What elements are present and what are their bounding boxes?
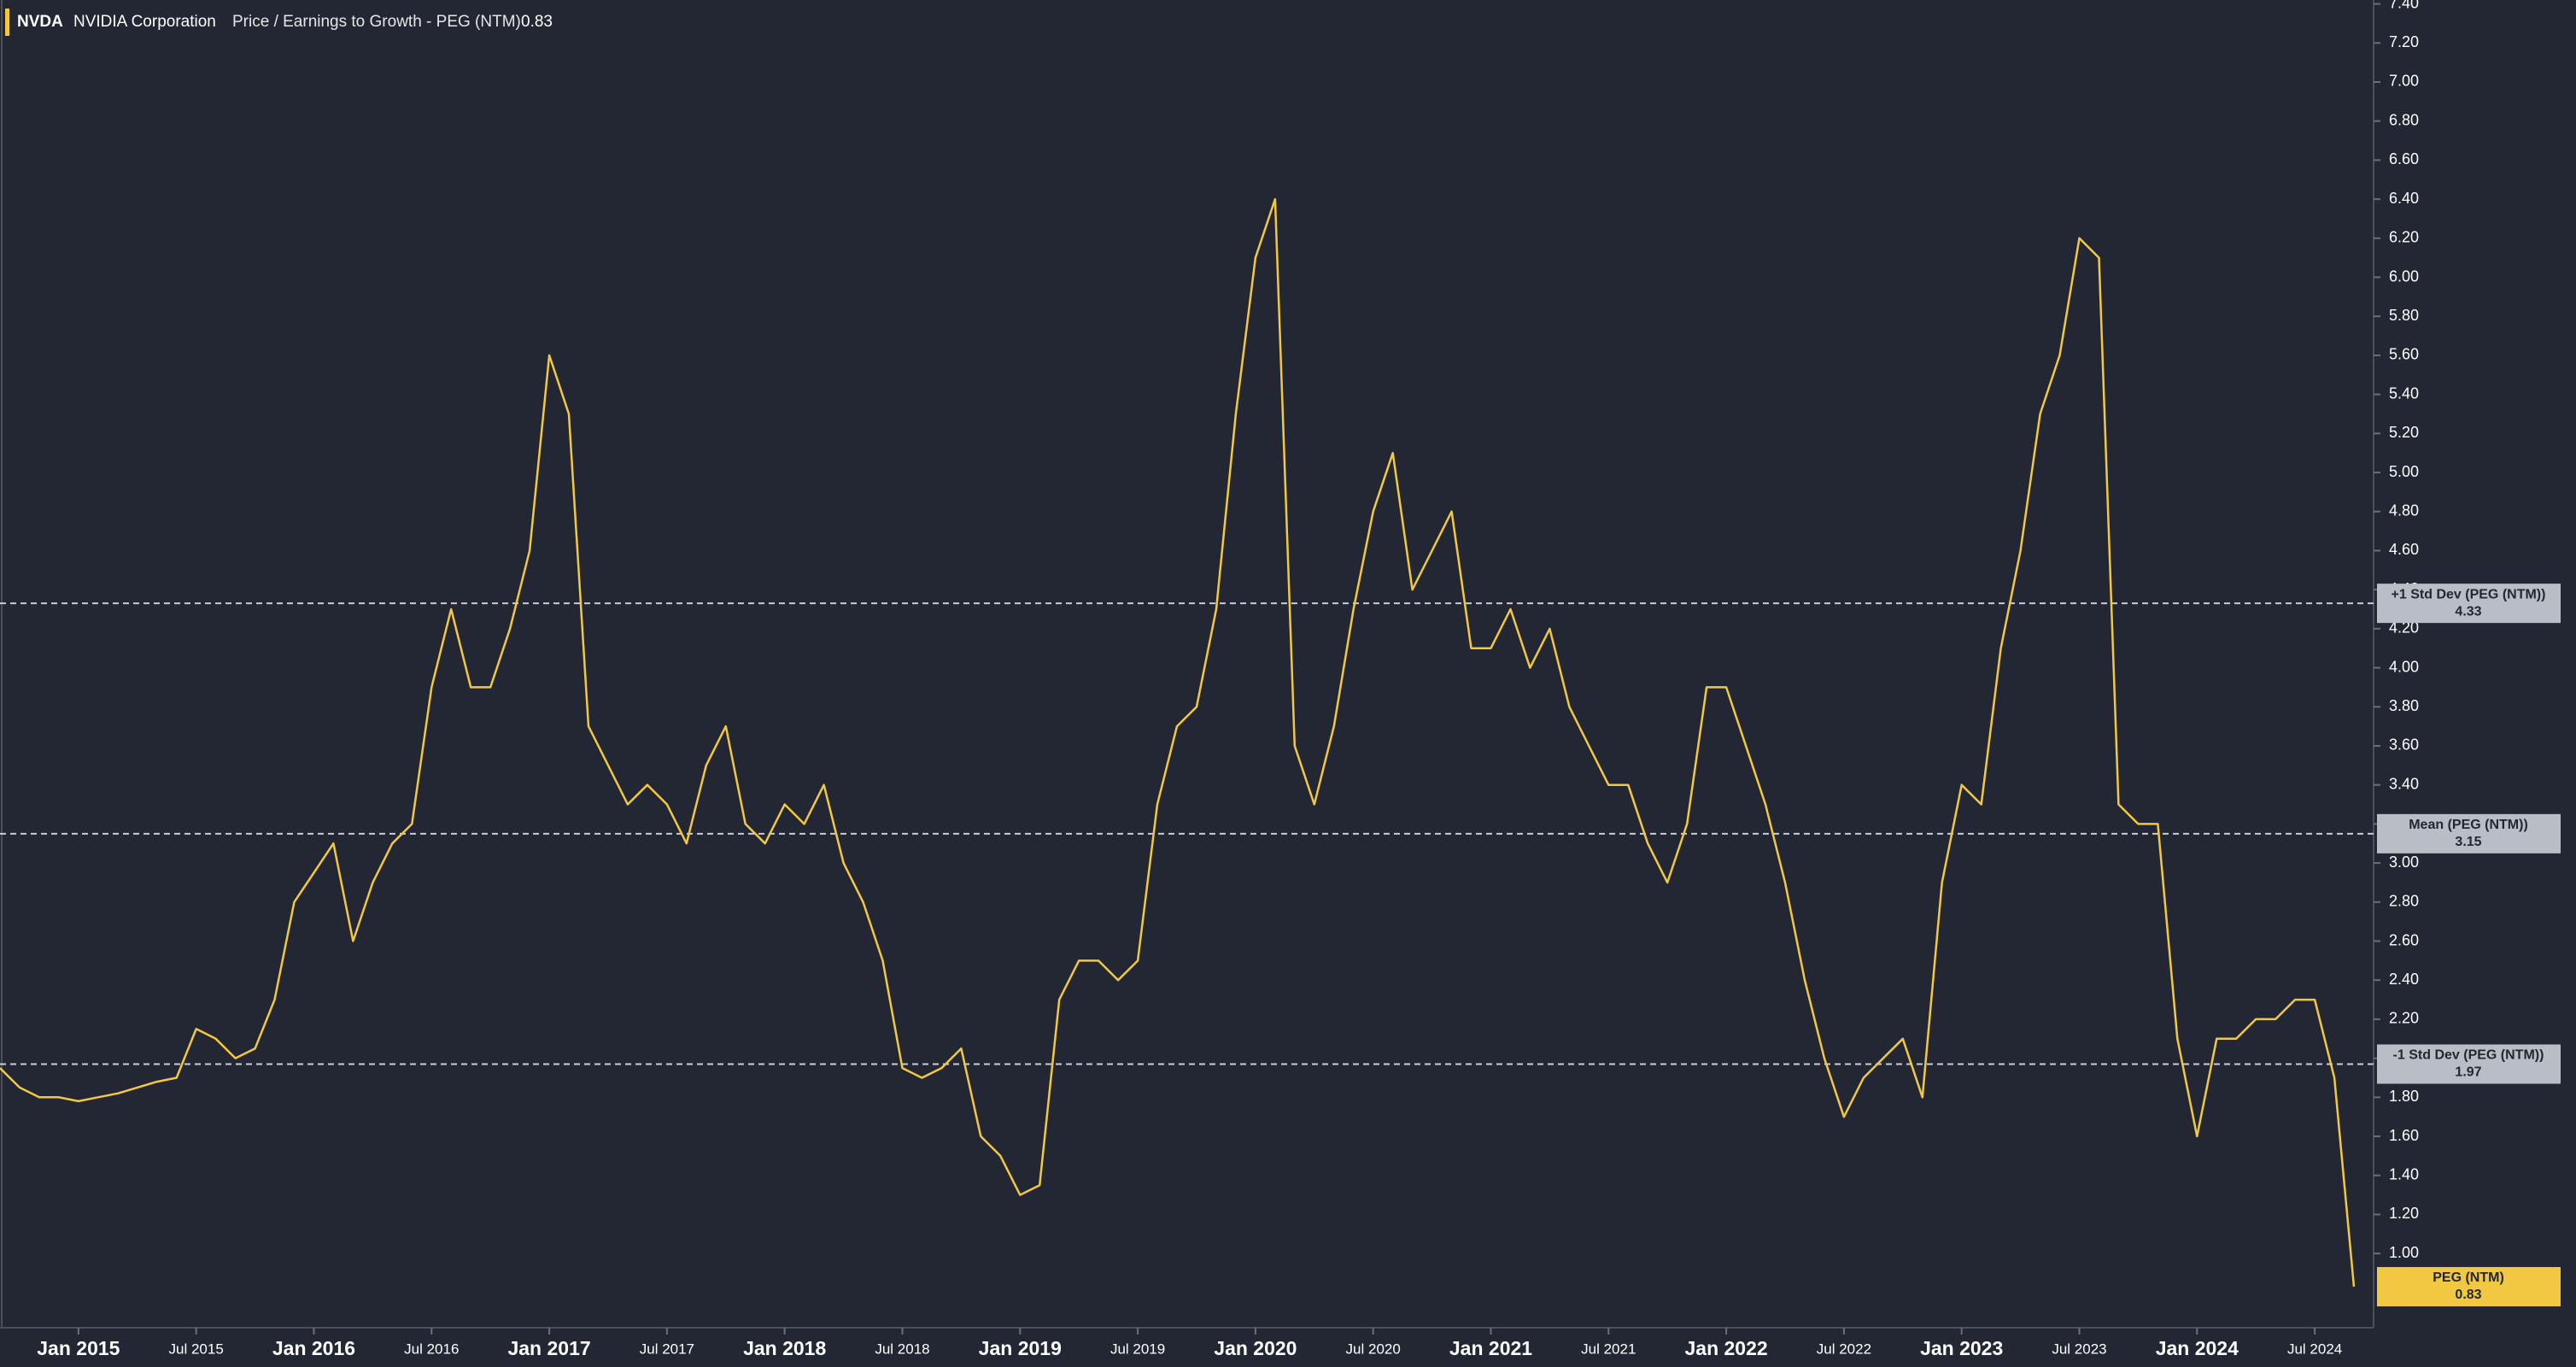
reference-value: 3.15 <box>2455 835 2481 849</box>
x-tick-label: Jul 2020 <box>1346 1341 1401 1357</box>
last-value-name: PEG (NTM) <box>2433 1270 2504 1285</box>
y-tick-label: 5.60 <box>2389 346 2419 363</box>
last-value-box <box>2377 1267 2561 1307</box>
x-tick-label: Jul 2016 <box>404 1341 459 1357</box>
reference-label-box <box>2377 584 2561 624</box>
y-tick-label: 1.40 <box>2389 1165 2419 1182</box>
x-tick-label: Jul 2015 <box>169 1341 224 1357</box>
y-tick-label: 7.40 <box>2389 0 2419 11</box>
y-tick-label: 5.00 <box>2389 463 2419 480</box>
x-tick-label: Jan 2015 <box>37 1337 120 1359</box>
x-tick-label: Jul 2021 <box>1581 1341 1636 1357</box>
last-value: 0.83 <box>2455 1288 2481 1302</box>
company: NVIDIA Corporation <box>73 13 216 31</box>
x-tick-label: Jul 2018 <box>875 1341 929 1357</box>
x-tick-label: Jan 2023 <box>1920 1337 2003 1359</box>
y-tick-label: 4.00 <box>2389 658 2419 675</box>
y-tick-label: 4.60 <box>2389 541 2419 558</box>
reference-label-box <box>2377 813 2561 854</box>
y-tick-label: 2.60 <box>2389 931 2419 948</box>
reference-value: 1.97 <box>2455 1065 2481 1080</box>
reference-label: -1 Std Dev (PEG (NTM)) <box>2393 1048 2544 1063</box>
y-tick-label: 2.80 <box>2389 893 2419 910</box>
reference-label: +1 Std Dev (PEG (NTM)) <box>2392 587 2546 601</box>
x-tick-label: Jul 2019 <box>1110 1341 1165 1357</box>
y-tick-label: 1.00 <box>2389 1244 2419 1261</box>
ticker: NVDA <box>17 13 63 31</box>
y-tick-label: 4.80 <box>2389 502 2419 519</box>
y-tick-label: 7.20 <box>2389 33 2419 50</box>
x-tick-label: Jul 2023 <box>2052 1341 2106 1357</box>
x-tick-label: Jan 2016 <box>272 1337 355 1359</box>
y-tick-label: 3.40 <box>2389 775 2419 792</box>
y-tick-label: 5.40 <box>2389 384 2419 402</box>
y-tick-label: 5.80 <box>2389 307 2419 324</box>
y-tick-label: 3.00 <box>2389 854 2419 871</box>
y-tick-label: 1.60 <box>2389 1127 2419 1144</box>
reference-label: Mean (PEG (NTM)) <box>2409 818 2528 832</box>
y-tick-label: 6.40 <box>2389 190 2419 207</box>
y-tick-label: 4.20 <box>2389 619 2419 637</box>
y-tick-label: 1.20 <box>2389 1205 2419 1222</box>
y-tick-label: 6.60 <box>2389 150 2419 167</box>
x-tick-label: Jan 2021 <box>1449 1337 1532 1359</box>
x-tick-label: Jul 2022 <box>1817 1341 1871 1357</box>
y-tick-label: 5.20 <box>2389 424 2419 441</box>
x-tick-label: Jan 2019 <box>979 1337 1062 1359</box>
y-tick-label: 2.40 <box>2389 971 2419 988</box>
reference-value: 4.33 <box>2455 604 2481 619</box>
x-tick-label: Jan 2022 <box>1684 1337 1767 1359</box>
y-tick-label: 6.80 <box>2389 111 2419 128</box>
y-tick-label: 7.00 <box>2389 73 2419 90</box>
x-tick-label: Jan 2017 <box>507 1337 590 1359</box>
y-tick-label: 3.60 <box>2389 736 2419 754</box>
x-tick-label: Jan 2018 <box>743 1337 826 1359</box>
y-tick-label: 1.80 <box>2389 1088 2419 1105</box>
y-tick-label: 3.80 <box>2389 697 2419 714</box>
legend-swatch <box>5 9 9 36</box>
x-tick-label: Jan 2024 <box>2156 1337 2239 1359</box>
y-tick-label: 6.20 <box>2389 229 2419 246</box>
x-tick-label: Jul 2017 <box>640 1341 694 1357</box>
y-tick-label: 6.00 <box>2389 267 2419 285</box>
series-line <box>0 197 2356 1288</box>
metric: Price / Earnings to Growth - PEG (NTM) <box>232 13 521 31</box>
header-value: 0.83 <box>521 13 553 31</box>
y-tick-label: 2.20 <box>2389 1010 2419 1027</box>
x-tick-label: Jan 2020 <box>1214 1337 1297 1359</box>
x-tick-label: Jul 2024 <box>2287 1341 2342 1357</box>
reference-label-box <box>2377 1044 2561 1084</box>
